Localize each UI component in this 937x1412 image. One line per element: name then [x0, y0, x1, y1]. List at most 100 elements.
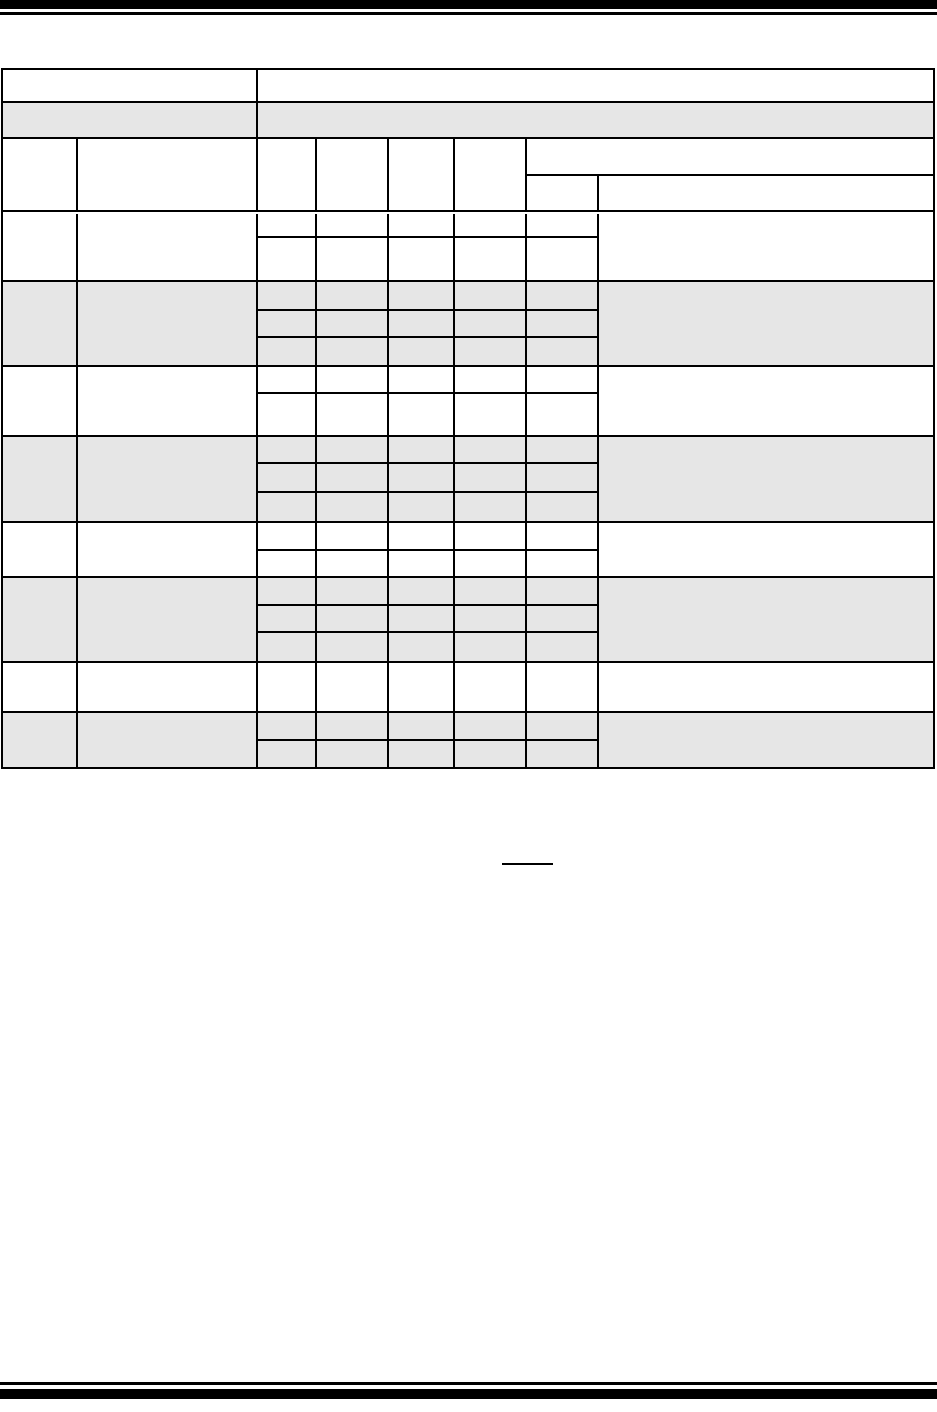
table-cell [389, 713, 455, 739]
header-cell [599, 176, 933, 210]
table-cell [317, 214, 389, 236]
header-compound-bottom [527, 176, 933, 210]
table-row-group [3, 663, 933, 713]
header-cell [258, 103, 933, 137]
header-cell [455, 139, 527, 210]
table-cell [258, 394, 317, 435]
table-cell [317, 464, 389, 491]
table-cell [455, 282, 527, 309]
table-cell [258, 493, 317, 521]
table-cell [317, 606, 389, 631]
table-cell [389, 238, 455, 280]
data-table [1, 68, 935, 769]
table-subrow [258, 663, 599, 711]
header-cell [389, 139, 455, 210]
table-cell [455, 338, 527, 365]
table-subrow [258, 464, 599, 493]
table-cell [455, 464, 527, 491]
table-cell [527, 464, 599, 491]
table-cell [527, 578, 599, 604]
table-subrow [258, 713, 599, 741]
table-cell [258, 338, 317, 365]
table-subrow [258, 311, 599, 338]
table-subrow [258, 633, 599, 661]
table-cell [389, 437, 455, 462]
table-cell [258, 311, 317, 336]
table-cell [78, 663, 258, 711]
table-subrow [258, 523, 599, 551]
table-cell [527, 282, 599, 309]
table-cell [317, 238, 389, 280]
page-bottom-bar [0, 1389, 937, 1399]
table-cell [78, 437, 258, 521]
table-cell [455, 311, 527, 336]
table-cell [258, 214, 317, 236]
table-cell [258, 606, 317, 631]
table-cell [527, 606, 599, 631]
table-header-row-2 [3, 103, 933, 139]
table-subrow-section [258, 367, 599, 435]
table-cell [317, 551, 389, 576]
table-header-row-3 [3, 139, 933, 212]
table-cell [317, 578, 389, 604]
table-cell [455, 663, 527, 711]
table-cell [389, 663, 455, 711]
table-cell [317, 437, 389, 462]
table-cell [389, 741, 455, 767]
table-cell [527, 493, 599, 521]
page-top-bar [0, 0, 937, 9]
table-body [3, 214, 933, 767]
table-row-group [3, 214, 933, 282]
table-cell [3, 367, 78, 435]
header-cell [3, 103, 258, 137]
table-cell [389, 311, 455, 336]
table-cell [258, 464, 317, 491]
table-row-group [3, 282, 933, 367]
header-double-rule-gap [3, 212, 933, 214]
table-cell [527, 633, 599, 661]
table-cell [599, 713, 933, 767]
table-cell [78, 523, 258, 576]
table-subrow [258, 394, 599, 435]
table-cell [258, 578, 317, 604]
table-cell [389, 606, 455, 631]
table-cell [258, 282, 317, 309]
table-cell [455, 713, 527, 739]
table-subrow-section [258, 663, 599, 711]
header-cell [527, 176, 599, 210]
table-cell [258, 663, 317, 711]
table-subrow [258, 606, 599, 633]
table-cell [455, 238, 527, 280]
header-cell [78, 139, 258, 210]
table-cell [527, 394, 599, 435]
table-cell [78, 367, 258, 435]
table-cell [455, 606, 527, 631]
table-subrow [258, 437, 599, 464]
fraction-rule [502, 863, 553, 865]
table-cell [389, 551, 455, 576]
table-cell [389, 214, 455, 236]
table-cell [317, 633, 389, 661]
table-cell [527, 214, 599, 236]
table-subrow [258, 367, 599, 394]
table-cell [599, 663, 933, 711]
table-cell [317, 663, 389, 711]
table-subrow [258, 338, 599, 365]
table-subrow [258, 238, 599, 280]
table-row-group [3, 523, 933, 578]
table-cell [527, 523, 599, 549]
header-cell [3, 139, 78, 210]
table-cell [3, 523, 78, 576]
table-cell [389, 282, 455, 309]
table-cell [3, 713, 78, 767]
table-cell [527, 367, 599, 392]
table-subrow [258, 578, 599, 606]
table-subrow-section [258, 282, 599, 365]
table-cell [527, 437, 599, 462]
table-cell [78, 282, 258, 365]
table-subrow-section [258, 578, 599, 661]
table-cell [455, 367, 527, 392]
table-subrow [258, 214, 599, 238]
table-cell [389, 394, 455, 435]
table-cell [527, 311, 599, 336]
